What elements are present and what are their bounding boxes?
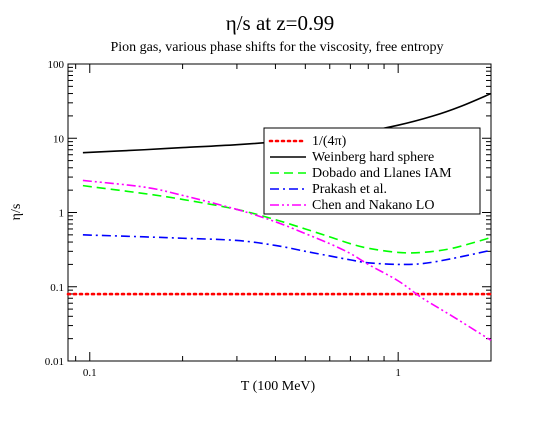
y-axis-label: η/s xyxy=(9,204,24,221)
chart-subtitle: Pion gas, various phase shifts for the v… xyxy=(110,40,443,55)
y-tick-label: 1 xyxy=(59,208,65,220)
legend-label: Chen and Nakano LO xyxy=(312,198,434,213)
legend-label: Prakash et al. xyxy=(312,182,387,197)
chart-title: η/s at z=0.99 xyxy=(226,11,335,35)
y-tick-label: 10 xyxy=(53,133,65,145)
series-line-prakash-et-al xyxy=(82,234,492,266)
series-line-chen-and-nakano-lo xyxy=(82,179,492,341)
legend-label: Dobado and Llanes IAM xyxy=(312,166,452,181)
legend-label: Weinberg hard sphere xyxy=(312,150,434,165)
legend-label: 1/(4π) xyxy=(312,134,347,149)
y-tick-label: 0.01 xyxy=(45,356,64,368)
x-tick-label: 1 xyxy=(395,367,401,379)
y-tick-label: 0.1 xyxy=(50,282,64,294)
x-tick-label: 0.1 xyxy=(83,367,97,379)
y-tick-label: 100 xyxy=(48,59,65,71)
x-axis-label: T (100 MeV) xyxy=(241,379,316,394)
axis-ticks: 0.1 1 0.01 0.1 1 10 100 xyxy=(45,59,492,379)
series-line-dobado-and-llanes-iam xyxy=(82,184,492,254)
legend-box xyxy=(263,127,481,215)
